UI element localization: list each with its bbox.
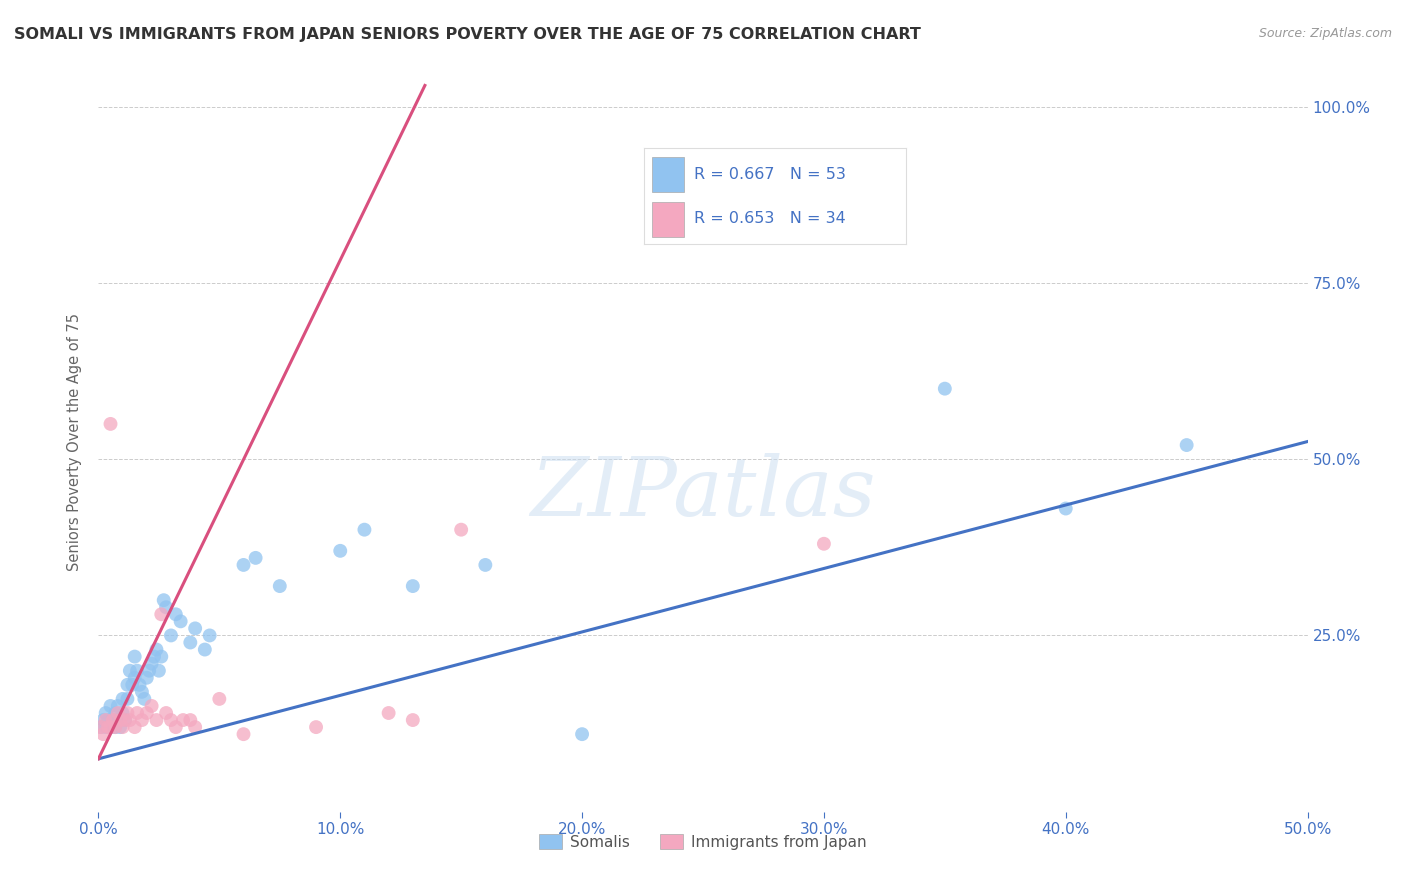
- Point: [135, 706, 157, 720]
- Point: [198, 628, 221, 642]
- Point: [135, 671, 157, 685]
- Point: [117, 678, 139, 692]
- Point: [107, 713, 129, 727]
- Point: [165, 607, 187, 622]
- Point: [90, 720, 112, 734]
- Point: [111, 692, 134, 706]
- Point: [107, 698, 129, 713]
- Point: [111, 720, 134, 734]
- Point: [100, 720, 122, 734]
- Point: [117, 706, 139, 720]
- Point: [145, 713, 167, 727]
- Point: [269, 579, 291, 593]
- Point: [179, 713, 201, 727]
- Point: [152, 593, 174, 607]
- Point: [131, 685, 153, 699]
- Point: [94, 706, 117, 720]
- Point: [143, 649, 166, 664]
- Point: [160, 713, 183, 727]
- Point: [134, 692, 156, 706]
- Point: [141, 657, 163, 671]
- Point: [104, 720, 127, 734]
- Text: SOMALI VS IMMIGRANTS FROM JAPAN SENIORS POVERTY OVER THE AGE OF 75 CORRELATION C: SOMALI VS IMMIGRANTS FROM JAPAN SENIORS …: [14, 27, 921, 42]
- Point: [474, 558, 496, 572]
- Point: [104, 706, 127, 720]
- Point: [131, 713, 153, 727]
- Point: [1054, 501, 1077, 516]
- Point: [169, 615, 191, 629]
- Point: [145, 642, 167, 657]
- Point: [108, 720, 131, 734]
- Legend: Somalis, Immigrants from Japan: Somalis, Immigrants from Japan: [533, 828, 873, 856]
- Point: [128, 678, 150, 692]
- Point: [90, 720, 112, 734]
- Text: ZIPatlas: ZIPatlas: [530, 453, 876, 533]
- Point: [118, 713, 141, 727]
- Point: [305, 720, 328, 734]
- Point: [114, 713, 136, 727]
- Point: [402, 713, 425, 727]
- Point: [100, 698, 122, 713]
- Point: [108, 713, 131, 727]
- Point: [118, 664, 141, 678]
- Point: [450, 523, 472, 537]
- Point: [194, 642, 217, 657]
- Point: [377, 706, 399, 720]
- Text: Source: ZipAtlas.com: Source: ZipAtlas.com: [1258, 27, 1392, 40]
- Point: [97, 713, 120, 727]
- Point: [245, 550, 267, 565]
- Point: [111, 706, 134, 720]
- Point: [184, 621, 207, 635]
- Point: [329, 544, 352, 558]
- Point: [150, 649, 173, 664]
- Point: [107, 706, 129, 720]
- Point: [155, 600, 177, 615]
- Text: R = 0.667   N = 53: R = 0.667 N = 53: [695, 167, 846, 182]
- Point: [124, 671, 146, 685]
- Point: [121, 678, 143, 692]
- Point: [1175, 438, 1198, 452]
- Point: [155, 706, 177, 720]
- Point: [232, 727, 254, 741]
- Point: [124, 720, 146, 734]
- Point: [100, 720, 122, 734]
- Point: [94, 713, 117, 727]
- Bar: [652, 157, 683, 192]
- Point: [353, 523, 375, 537]
- Point: [571, 727, 593, 741]
- Point: [402, 579, 425, 593]
- Point: [94, 720, 117, 734]
- Point: [141, 698, 163, 713]
- Y-axis label: Seniors Poverty Over the Age of 75: Seniors Poverty Over the Age of 75: [67, 312, 83, 571]
- Point: [232, 558, 254, 572]
- Text: R = 0.653   N = 34: R = 0.653 N = 34: [695, 211, 846, 226]
- Point: [127, 664, 149, 678]
- Point: [91, 727, 114, 741]
- Point: [165, 720, 187, 734]
- Point: [124, 649, 146, 664]
- Point: [114, 713, 136, 727]
- Point: [117, 692, 139, 706]
- Point: [184, 720, 207, 734]
- Point: [208, 692, 231, 706]
- Point: [160, 628, 183, 642]
- Point: [101, 713, 124, 727]
- Point: [91, 713, 114, 727]
- Point: [179, 635, 201, 649]
- Point: [104, 720, 127, 734]
- Point: [934, 382, 956, 396]
- Point: [150, 607, 173, 622]
- Point: [100, 417, 122, 431]
- Point: [813, 537, 835, 551]
- Point: [172, 713, 194, 727]
- Bar: [652, 202, 683, 236]
- Point: [97, 720, 120, 734]
- Point: [127, 706, 149, 720]
- Point: [138, 664, 160, 678]
- Point: [148, 664, 170, 678]
- Point: [101, 713, 124, 727]
